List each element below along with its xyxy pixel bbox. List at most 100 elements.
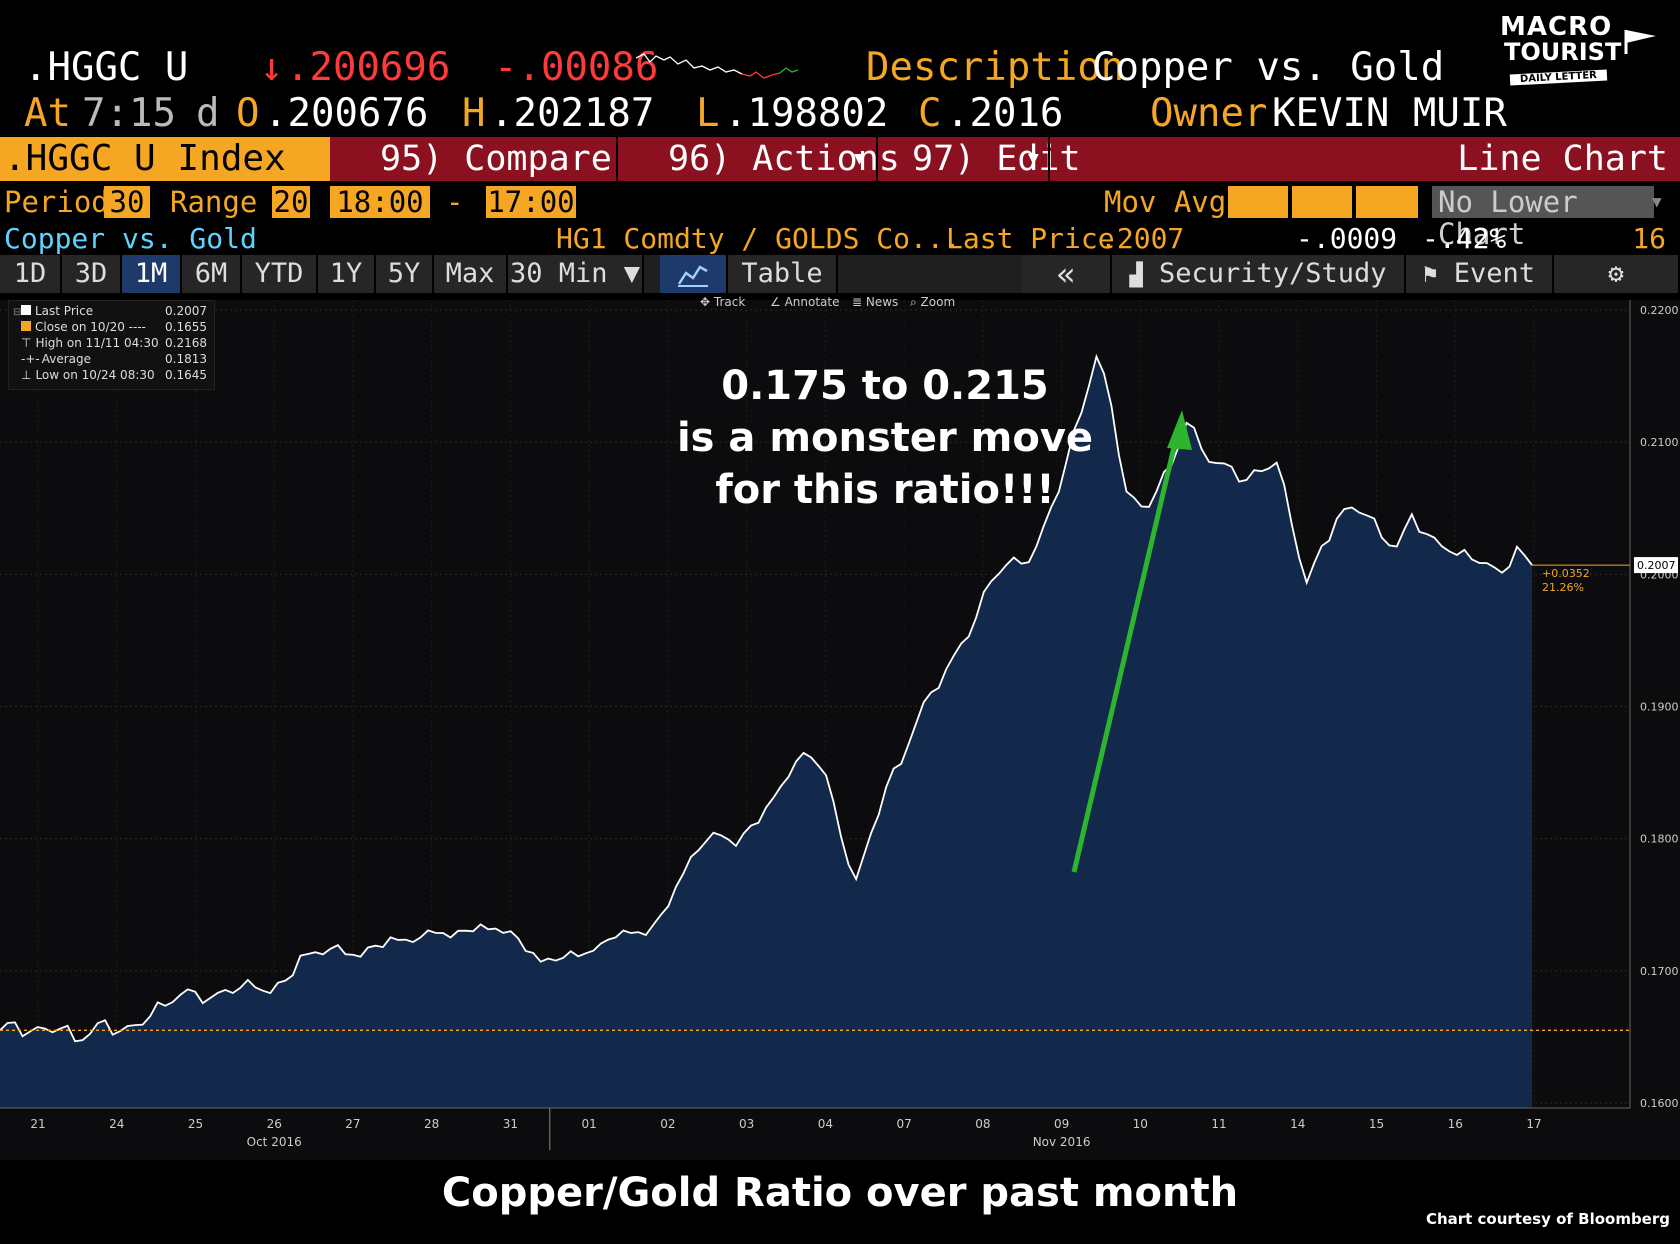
open-value: .200676	[264, 91, 429, 136]
legend-item: Last Price 0.2007	[21, 303, 215, 319]
tab-1y[interactable]: 1Y	[318, 255, 376, 293]
y-tick-label: 0.2200	[1640, 304, 1679, 317]
mov-avg-field-1[interactable]	[1228, 186, 1288, 218]
lower-chart-dropdown-icon[interactable]: ▼	[1652, 192, 1662, 211]
chart-annotation: 0.175 to 0.215 is a monster move for thi…	[620, 360, 1150, 516]
chart-toolbar: ✥ Track ∠ Annotate ≣ News ⌕ Zoom	[700, 293, 970, 311]
y-tick-label: 0.1700	[1640, 965, 1679, 978]
settings-gear-icon[interactable]: ⚙	[1554, 255, 1680, 293]
logo-line2: TOURIST	[1504, 38, 1622, 66]
x-tick-label: 11	[1211, 1117, 1226, 1131]
logo-line3: DAILY LETTER	[1509, 69, 1608, 86]
last-price: .200696	[286, 45, 451, 90]
start-time-field[interactable]: 18:00	[330, 186, 430, 218]
zoom-button[interactable]: ⌕ Zoom	[910, 295, 956, 309]
last-change-label: +0.0352	[1542, 567, 1590, 580]
edit-dropdown-icon: ▼	[1028, 148, 1039, 169]
collapse-button[interactable]: «	[1022, 255, 1112, 293]
annotation-line3: for this ratio!!!	[715, 467, 1055, 513]
tab-3d[interactable]: 3D	[62, 255, 122, 293]
series-formula: HG1 Comdty / GOLDS Co...	[556, 222, 961, 255]
ticker: .HGGC U	[24, 45, 189, 90]
line-chart-icon[interactable]	[660, 255, 728, 293]
flag-icon	[1624, 30, 1656, 54]
function-bar: .HGGC U Index 95) Compare 96) Actions ▼ …	[0, 137, 1680, 181]
chart-type-label[interactable]: Line Chart	[1457, 139, 1668, 179]
quote-header-row: .HGGC U ↓ .200696 -.00086 Description Co…	[24, 45, 1444, 90]
description: Copper vs. Gold	[1092, 45, 1445, 90]
d-label: d	[196, 91, 220, 136]
timeframe-tabs: 1D 3D 1M 6M YTD 1Y 5Y Max 30 Min ▼ Table…	[0, 255, 1680, 293]
security-study-label: Security/Study	[1158, 258, 1387, 289]
close-value: .2016	[946, 91, 1064, 136]
last-price-label: Last Price	[946, 222, 1115, 255]
lower-chart-select[interactable]: No Lower Chart	[1432, 186, 1654, 250]
info-row: Copper vs. Gold HG1 Comdty / GOLDS Co...…	[0, 222, 1680, 256]
compare-button[interactable]: 95) Compare	[380, 139, 612, 179]
legend-collapse-icon[interactable]: ⊟	[13, 307, 22, 318]
macro-tourist-logo: MACRO TOURIST DAILY LETTER	[1500, 12, 1670, 94]
x-tick-label: 10	[1133, 1117, 1148, 1131]
at-label: At	[24, 91, 71, 136]
low-value: .198802	[724, 91, 889, 136]
ohlc-row: At 7:15 d O .200676 H .202187 L .198802 …	[24, 91, 1507, 136]
event-button[interactable]: ⚑ Event	[1406, 255, 1554, 293]
x-tick-labels: 21 24 25 26 27 28 31 01 02 03 04 07 08 09 10 11 14 15 16 17…	[30, 1108, 1542, 1150]
x-tick-label: 24	[109, 1117, 124, 1131]
month-label: Oct 2016	[247, 1135, 302, 1149]
x-tick-label: 17	[1526, 1117, 1541, 1131]
interval-select[interactable]: 30 Min ▼	[508, 255, 644, 293]
tab-5y[interactable]: 5Y	[376, 255, 434, 293]
chart-study-icon: ▟	[1129, 263, 1143, 288]
x-tick-label: 07	[896, 1117, 911, 1131]
tab-1m[interactable]: 1M	[122, 255, 182, 293]
count: 16	[1632, 222, 1666, 255]
chart-caption: Copper/Gold Ratio over past month	[441, 1170, 1239, 1216]
edit-button[interactable]: 97) Edit	[912, 139, 1081, 179]
tab-ytd[interactable]: YTD	[242, 255, 318, 293]
x-tick-label: 08	[975, 1117, 990, 1131]
price-change: -.00086	[494, 45, 659, 90]
annotate-button[interactable]: ∠ Annotate	[770, 295, 840, 309]
tab-6m[interactable]: 6M	[182, 255, 242, 293]
open-label: O	[236, 91, 260, 136]
x-tick-label: 04	[818, 1117, 833, 1131]
end-time-field[interactable]: 17:00	[486, 185, 576, 219]
last-pct-label: 21.26%	[1542, 581, 1584, 594]
period-label: Period	[4, 185, 109, 219]
high-value: .202187	[490, 91, 655, 136]
actions-button[interactable]: 96) Actions	[668, 139, 900, 179]
owner-label: Owner	[1150, 91, 1268, 136]
legend-item: ⊤ High on 11/11 04:30 0.2168	[21, 336, 207, 350]
owner-name: KEVIN MUIR	[1272, 91, 1507, 136]
last-price-box	[1634, 557, 1678, 574]
news-button[interactable]: ≣ News	[852, 295, 899, 309]
sparkline	[636, 53, 799, 79]
track-button[interactable]: ✥ Track	[700, 295, 746, 309]
tab-max[interactable]: Max	[434, 255, 508, 293]
price-line	[0, 353, 1533, 1043]
close-label: C	[918, 91, 942, 136]
table-tab[interactable]: Table	[728, 255, 838, 293]
period-field[interactable]: 30	[104, 186, 150, 218]
tab-1d[interactable]: 1D	[0, 255, 62, 293]
x-tick-label: 28	[424, 1117, 439, 1131]
x-tick-label: 01	[582, 1117, 597, 1131]
flag-icon: ⚑	[1423, 260, 1438, 288]
x-tick-label: 09	[1054, 1117, 1069, 1131]
logo-line1: MACRO	[1500, 12, 1613, 42]
mov-avg-field-2[interactable]	[1292, 186, 1352, 218]
high-label: H	[462, 91, 486, 136]
x-tick-label: 26	[267, 1117, 282, 1131]
chart-legend: ⊟ Last Price 0.2007 Close on 10/20 ---- …	[8, 300, 215, 390]
security-ticker-field[interactable]: .HGGC U Index	[0, 137, 330, 181]
legend-item: Close on 10/20 ---- 0.1655	[21, 319, 215, 335]
last-price-value: .2007	[1100, 222, 1185, 255]
chart-credit: Chart courtesy of Bloomberg	[1425, 1210, 1670, 1228]
range-field[interactable]: 20	[272, 185, 310, 219]
annotation-line1: 0.175 to 0.215	[721, 363, 1049, 409]
period-row: Period 30 Range 20 18:00 - 17:00 Mov Avg…	[0, 184, 1680, 250]
security-study-button[interactable]: ▟ Security/Study	[1112, 255, 1406, 293]
mov-avg-field-3[interactable]	[1356, 186, 1418, 218]
